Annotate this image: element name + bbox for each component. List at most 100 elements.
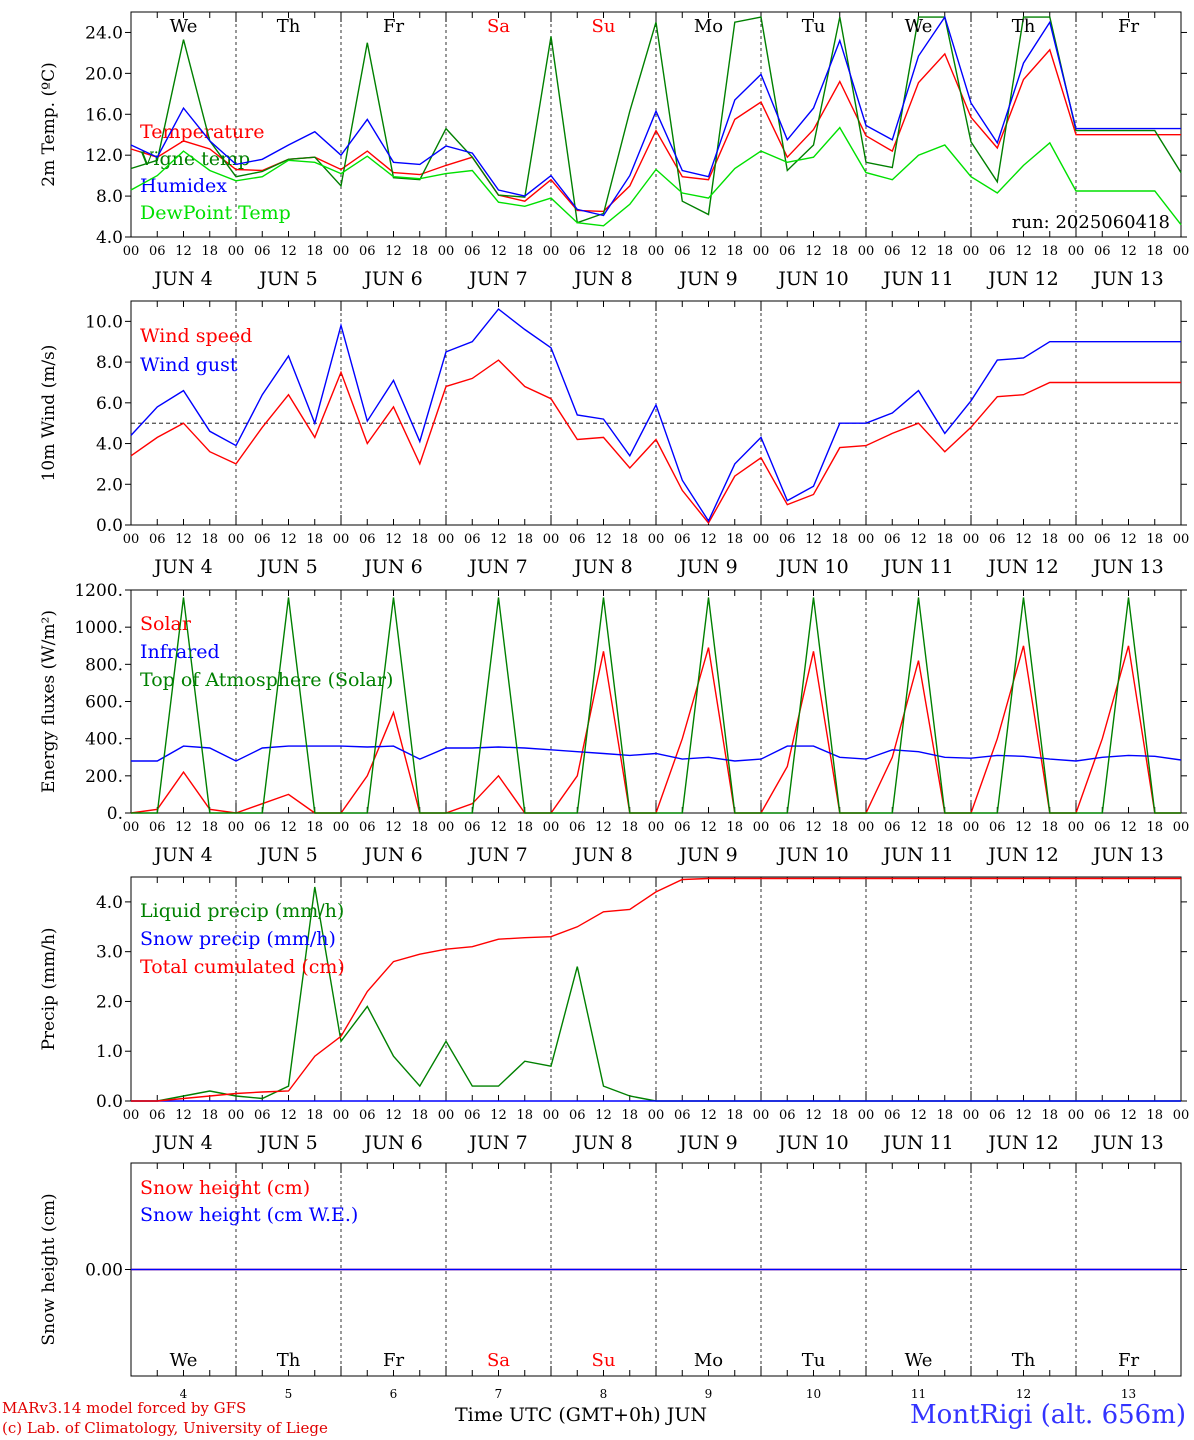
hour-tick-label: 00 [438,244,455,259]
panel-2-frame [130,589,1182,814]
series-line-vigne-temp [130,16,1182,224]
hour-tick-label: 00 [333,1108,350,1123]
day-label: Fr [383,16,404,37]
hour-tick-label: 18 [936,244,953,259]
hour-tick-label: 06 [674,820,691,835]
day-label: Su [592,16,616,37]
hour-tick-label: 12 [1120,244,1137,259]
hour-tick-label: 18 [726,1108,743,1123]
date-label: JUN 8 [572,268,632,290]
hour-tick-label: 00 [963,1108,980,1123]
hour-tick-label: 18 [411,244,428,259]
hour-tick-label: 00 [543,820,560,835]
date-label: JUN 11 [881,268,953,290]
hour-tick-label: 12 [1120,1108,1137,1123]
hour-tick-label: 18 [621,820,638,835]
series-line-wind-speed [130,359,1181,525]
y-tick-label: 4.0 [96,228,123,248]
hour-tick-label: 12 [490,820,507,835]
hour-tick-label: 00 [438,532,455,547]
hour-tick-label: 06 [884,1108,901,1123]
hour-tick-label: 06 [779,532,796,547]
hour-tick-label: 12 [385,820,402,835]
day-number-label: 11 [911,1387,926,1401]
y-tick-label: 20.0 [85,64,123,84]
legend-entry: DewPoint Temp [140,202,291,224]
panel-1-frame [130,300,1182,526]
hour-tick-label: 12 [175,820,192,835]
hour-tick-label: 06 [779,1108,796,1123]
day-number-label: 10 [806,1387,821,1401]
day-label: Su [592,1350,616,1371]
hour-tick-label: 00 [1173,244,1190,259]
series-line-wind-gust [130,308,1181,523]
hour-tick-label: 12 [595,532,612,547]
hour-tick-label: 18 [1146,244,1163,259]
hour-tick-label: 18 [1041,1108,1058,1123]
legend-entry: Top of Atmosphere (Solar) [140,669,393,691]
hour-tick-label: 00 [858,244,875,259]
hour-tick-label: 18 [306,820,323,835]
hour-tick-label: 12 [700,1108,717,1123]
hour-tick-label: 00 [858,532,875,547]
hour-tick-label: 00 [1173,1108,1190,1123]
hour-tick-label: 06 [464,820,481,835]
hour-tick-label: 12 [280,820,297,835]
hour-tick-label: 18 [516,532,533,547]
hour-tick-label: 12 [385,532,402,547]
day-label: We [170,1350,198,1371]
date-label: JUN 7 [467,268,527,290]
y-tick-label: 2.0 [96,475,123,495]
model-credit: MARv3.14 model forced by GFS [2,1399,247,1417]
date-label: JUN 10 [776,556,848,578]
hour-tick-label: 00 [753,244,770,259]
hour-tick-label: 12 [700,532,717,547]
date-label: JUN 13 [1091,844,1163,866]
hour-tick-label: 18 [306,532,323,547]
series-line-dewpoint-temp [130,126,1182,227]
date-label: JUN 12 [986,844,1058,866]
hour-tick-label: 12 [280,1108,297,1123]
day-label: Th [277,16,301,37]
date-label: JUN 11 [881,844,953,866]
hour-tick-label: 06 [1094,820,1111,835]
day-label: Mo [694,1350,723,1371]
hour-tick-label: 18 [1041,820,1058,835]
hour-tick-label: 06 [254,1108,271,1123]
y-tick-label: 800. [85,655,123,675]
hour-tick-label: 12 [595,244,612,259]
y-axis-label: 2m Temp. (ºC) [39,62,59,187]
day-number-label: 12 [1016,1387,1031,1401]
date-label: JUN 9 [677,268,737,290]
date-label: JUN 4 [152,844,212,866]
hour-tick-label: 00 [438,820,455,835]
y-tick-label: 8.0 [96,187,123,207]
y-tick-label: 0. [107,804,123,824]
hour-tick-label: 00 [228,244,245,259]
hour-tick-label: 18 [201,1108,218,1123]
series-line-humidex [130,15,1181,217]
hour-tick-label: 06 [884,820,901,835]
hour-tick-label: 18 [516,244,533,259]
hour-tick-label: 00 [1068,820,1085,835]
hour-tick-label: 12 [1120,820,1137,835]
date-label: JUN 6 [362,556,422,578]
y-tick-label: 10.0 [85,312,123,332]
y-tick-label: 4.0 [96,435,123,455]
hour-tick-label: 00 [228,820,245,835]
hour-tick-label: 06 [149,820,166,835]
hour-tick-label: 00 [1173,820,1190,835]
hour-tick-label: 12 [1015,1108,1032,1123]
day-number-label: 6 [390,1387,398,1401]
y-tick-label: 2.0 [96,992,123,1012]
date-label: JUN 5 [257,268,317,290]
date-label: JUN 6 [362,844,422,866]
day-label: Th [1012,16,1036,37]
date-label: JUN 8 [572,556,632,578]
hour-tick-label: 12 [805,532,822,547]
hour-tick-label: 18 [936,532,953,547]
run-label: run: 2025060418 [1012,212,1170,233]
hour-tick-label: 06 [884,532,901,547]
hour-tick-label: 06 [359,1108,376,1123]
date-label: JUN 5 [257,556,317,578]
